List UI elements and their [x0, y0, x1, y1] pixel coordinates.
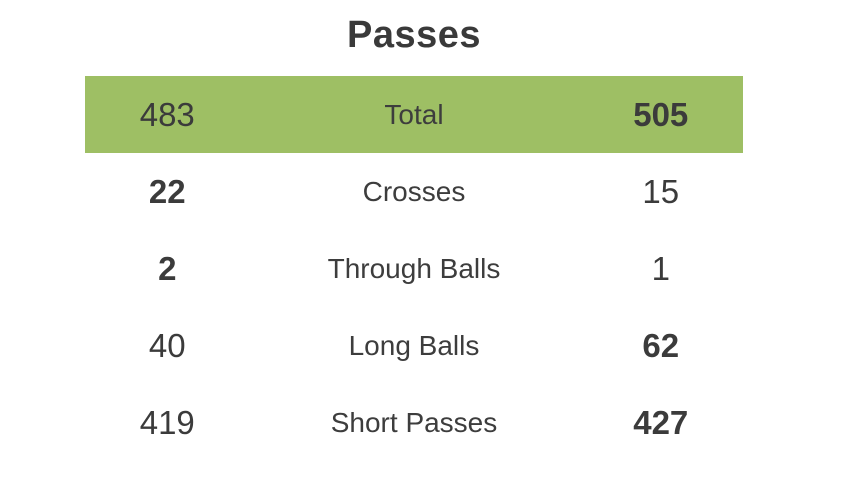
stat-row-long-balls[interactable]: 40 Long Balls 62	[85, 307, 743, 384]
passes-stat-card: Passes 483 Total 505 22 Crosses 15 2 Thr…	[85, 0, 743, 461]
away-value: 427	[633, 403, 689, 441]
away-value: 1	[651, 249, 670, 287]
stat-row-through-balls[interactable]: 2 Through Balls 1	[85, 230, 743, 307]
stat-label: Crosses	[362, 175, 466, 207]
stat-label: Total	[384, 98, 444, 130]
home-value: 2	[158, 249, 177, 287]
home-value: 419	[139, 403, 195, 441]
home-value: 483	[139, 95, 195, 133]
stat-label: Short Passes	[330, 406, 498, 438]
home-value: 22	[148, 172, 186, 210]
away-value: 15	[642, 172, 680, 210]
card-title: Passes	[346, 13, 481, 56]
stat-row-crosses[interactable]: 22 Crosses 15	[85, 153, 743, 230]
stat-row-total[interactable]: 483 Total 505	[85, 76, 743, 153]
stat-label: Through Balls	[327, 252, 501, 284]
home-value: 40	[148, 326, 186, 364]
away-value: 505	[633, 95, 689, 133]
away-value: 62	[642, 326, 680, 364]
stat-row-short-passes[interactable]: 419 Short Passes 427	[85, 384, 743, 461]
stat-label: Long Balls	[348, 329, 480, 361]
